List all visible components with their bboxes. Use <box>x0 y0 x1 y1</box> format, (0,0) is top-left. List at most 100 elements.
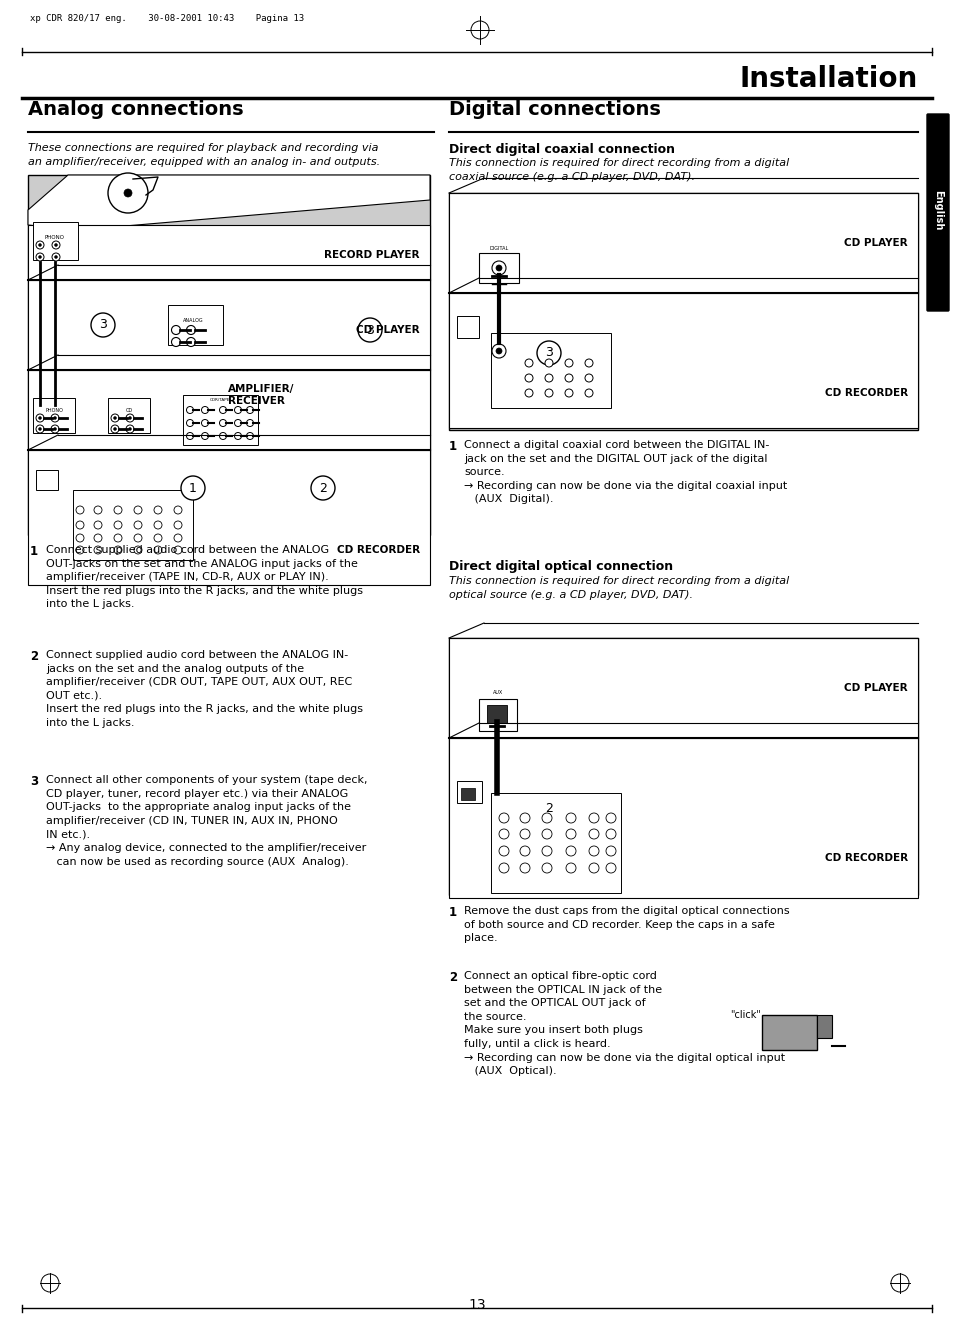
Bar <box>761 1015 816 1050</box>
Bar <box>449 193 917 431</box>
Circle shape <box>52 254 60 262</box>
Circle shape <box>94 520 102 528</box>
Bar <box>28 450 430 585</box>
Bar <box>816 1015 831 1038</box>
Circle shape <box>133 506 142 514</box>
Circle shape <box>76 534 84 542</box>
Circle shape <box>201 432 209 440</box>
Bar <box>456 316 478 338</box>
Text: Direct digital optical connection: Direct digital optical connection <box>449 560 673 573</box>
Circle shape <box>51 413 59 421</box>
Bar <box>486 705 506 723</box>
Circle shape <box>544 359 553 367</box>
Text: CDR/TAPE: CDR/TAPE <box>210 398 230 402</box>
Circle shape <box>219 432 226 440</box>
Bar <box>478 254 518 283</box>
Text: PHONO: PHONO <box>45 408 63 413</box>
Circle shape <box>53 428 56 431</box>
Circle shape <box>113 428 116 431</box>
Circle shape <box>588 845 598 856</box>
Circle shape <box>36 413 44 421</box>
Circle shape <box>173 546 182 553</box>
Text: 13: 13 <box>468 1299 485 1312</box>
Circle shape <box>246 407 253 413</box>
Circle shape <box>113 520 122 528</box>
Text: CD RECORDER: CD RECORDER <box>824 853 907 863</box>
Text: Connect supplied audio cord between the ANALOG IN-
jacks on the set and the anal: Connect supplied audio cord between the … <box>46 650 363 728</box>
Circle shape <box>113 546 122 553</box>
Text: Analog connections: Analog connections <box>28 100 243 119</box>
Circle shape <box>52 240 60 248</box>
Text: Remove the dust caps from the digital optical connections
of both source and CD : Remove the dust caps from the digital op… <box>463 906 789 943</box>
Text: 3: 3 <box>99 318 107 332</box>
Bar <box>108 398 150 433</box>
Circle shape <box>186 325 195 334</box>
Circle shape <box>605 830 616 839</box>
Circle shape <box>246 432 253 440</box>
Circle shape <box>113 534 122 542</box>
Circle shape <box>234 432 241 440</box>
FancyBboxPatch shape <box>926 114 948 310</box>
Circle shape <box>565 863 576 873</box>
Circle shape <box>524 388 533 398</box>
Circle shape <box>173 506 182 514</box>
Circle shape <box>38 428 42 431</box>
Text: PHONO: PHONO <box>45 235 65 240</box>
Circle shape <box>54 255 57 259</box>
Circle shape <box>519 830 530 839</box>
Text: 1: 1 <box>449 906 456 919</box>
Text: Connect a digital coaxial cord between the DIGITAL IN-
jack on the set and the D: Connect a digital coaxial cord between t… <box>463 440 786 505</box>
Circle shape <box>153 506 162 514</box>
Circle shape <box>201 420 209 427</box>
Circle shape <box>541 845 552 856</box>
Circle shape <box>584 388 593 398</box>
Circle shape <box>36 240 44 248</box>
Bar <box>168 305 223 345</box>
Circle shape <box>129 428 132 431</box>
Circle shape <box>605 812 616 823</box>
Circle shape <box>588 830 598 839</box>
Circle shape <box>524 359 533 367</box>
Circle shape <box>492 343 505 358</box>
Text: CD RECORDER: CD RECORDER <box>336 546 419 555</box>
Bar <box>491 333 610 408</box>
Text: 1: 1 <box>30 546 38 557</box>
Text: CD PLAYER: CD PLAYER <box>843 238 907 248</box>
Text: This connection is required for direct recording from a digital
optical source (: This connection is required for direct r… <box>449 576 788 600</box>
Bar <box>449 638 917 738</box>
Circle shape <box>565 812 576 823</box>
Circle shape <box>91 313 115 337</box>
Circle shape <box>186 420 193 427</box>
Text: Connect supplied audio cord between the ANALOG
OUT-jacks on the set and the ANAL: Connect supplied audio cord between the … <box>46 546 363 609</box>
Circle shape <box>173 534 182 542</box>
Circle shape <box>201 407 209 413</box>
Bar <box>491 793 620 893</box>
Bar <box>183 395 257 445</box>
Circle shape <box>153 520 162 528</box>
Circle shape <box>588 863 598 873</box>
Circle shape <box>537 797 560 820</box>
Circle shape <box>36 425 44 433</box>
Circle shape <box>537 341 560 365</box>
Bar <box>28 370 430 450</box>
Text: 1: 1 <box>449 440 456 453</box>
Circle shape <box>498 845 509 856</box>
Circle shape <box>133 520 142 528</box>
Circle shape <box>605 863 616 873</box>
Circle shape <box>172 337 180 346</box>
Circle shape <box>584 359 593 367</box>
Circle shape <box>544 374 553 382</box>
Bar <box>36 470 58 490</box>
Text: Connect an optical fibre-optic cord
between the OPTICAL IN jack of the
set and t: Connect an optical fibre-optic cord betw… <box>463 971 784 1077</box>
Circle shape <box>605 845 616 856</box>
Text: CD PLAYER: CD PLAYER <box>356 325 419 336</box>
Circle shape <box>588 812 598 823</box>
Bar <box>449 638 917 896</box>
Text: 2: 2 <box>30 650 38 663</box>
Text: xp CDR 820/17 eng.    30-08-2001 10:43    Pagina 13: xp CDR 820/17 eng. 30-08-2001 10:43 Pagi… <box>30 15 304 22</box>
Text: This connection is required for direct recording from a digital
coaxial source (: This connection is required for direct r… <box>449 159 788 182</box>
Circle shape <box>541 830 552 839</box>
Text: "click": "click" <box>729 1011 760 1020</box>
Circle shape <box>219 407 226 413</box>
Bar <box>33 222 78 260</box>
